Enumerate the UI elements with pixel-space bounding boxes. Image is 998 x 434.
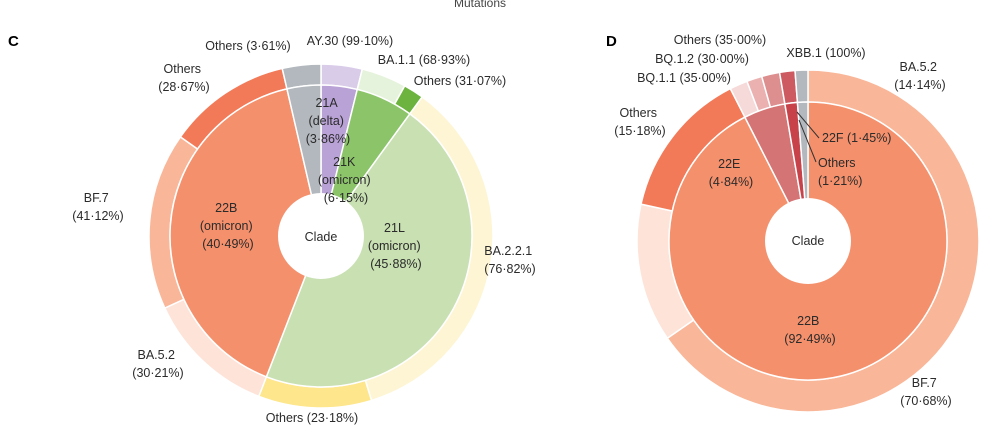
inner-label-22e: 22E (4·84%) bbox=[709, 157, 753, 189]
inner-label-others-d: Others (1·21%) bbox=[818, 156, 862, 188]
outer-ring-d-slice-slice-7 bbox=[794, 69, 809, 104]
outer-label-ba52-d: BA.5.2 (14·14%) bbox=[894, 60, 945, 92]
outer-label-ay30: AY.30 (99·10%) bbox=[307, 34, 393, 48]
outer-label-ba11: BA.1.1 (68·93%) bbox=[378, 53, 470, 67]
outer-label-others-28-67: Others (28·67%) bbox=[158, 62, 209, 94]
panel-letter-c: C bbox=[8, 33, 19, 50]
inner-label-22f: 22F (1·45%) bbox=[822, 131, 891, 145]
outer-label-bf7-d: BF.7 (70·68%) bbox=[900, 376, 951, 408]
outer-label-others-31-07: Others (31·07%) bbox=[414, 74, 506, 88]
outer-label-others-3-61: Others (3·61%) bbox=[205, 39, 290, 53]
sunburst-chart-c bbox=[148, 63, 494, 409]
outer-label-bq11: BQ.1.1 (35·00%) bbox=[637, 71, 731, 85]
center-hole-d bbox=[765, 198, 851, 284]
outer-label-bq12: BQ.1.2 (30·00%) bbox=[655, 52, 749, 66]
inner-label-22b: 22B (omicron) (40·49%) bbox=[200, 201, 256, 251]
top-title: Mutations bbox=[454, 0, 506, 10]
outer-label-others-35-00: Others (35·00%) bbox=[674, 33, 766, 47]
labels-chart-c: 21A (delta) (3·86%) 21K (omicron) (6·15%… bbox=[72, 34, 535, 425]
panel-letter-d: D bbox=[606, 33, 617, 50]
leader-line-22f bbox=[796, 111, 820, 139]
labels-chart-d: XBB.1 (100%) Others (35·00%) BQ.1.2 (30·… bbox=[614, 33, 951, 408]
outer-label-others-15-18: Others (15·18%) bbox=[614, 106, 665, 138]
inner-label-21l: 21L (omicron) (45·88%) bbox=[368, 221, 424, 271]
inner-label-21k: 21K (omicron) (6·15%) bbox=[318, 155, 374, 205]
inner-ring-c-slice-21l-2 bbox=[265, 112, 473, 388]
inner-ring-c-slice-22b-3 bbox=[169, 87, 322, 378]
outer-label-xbb1: XBB.1 (100%) bbox=[786, 46, 865, 60]
center-label-d: Clade bbox=[792, 234, 825, 248]
sunburst-chart-d bbox=[636, 69, 980, 413]
inner-label-21a: 21A (delta) (3·86%) bbox=[306, 96, 350, 146]
center-hole-c bbox=[278, 193, 364, 279]
outer-label-ba52-c: BA.5.2 (30·21%) bbox=[132, 348, 183, 380]
outer-label-ba221: BA.2.2.1 (76·82%) bbox=[484, 244, 535, 276]
outer-label-bf7-c: BF.7 (41·12%) bbox=[72, 191, 123, 223]
center-label-c: Clade bbox=[305, 230, 338, 244]
inner-label-22b-d: 22B (92·49%) bbox=[784, 314, 835, 346]
leader-line-others-d bbox=[798, 119, 817, 163]
outer-label-others-23-18: Others (23·18%) bbox=[266, 411, 358, 425]
